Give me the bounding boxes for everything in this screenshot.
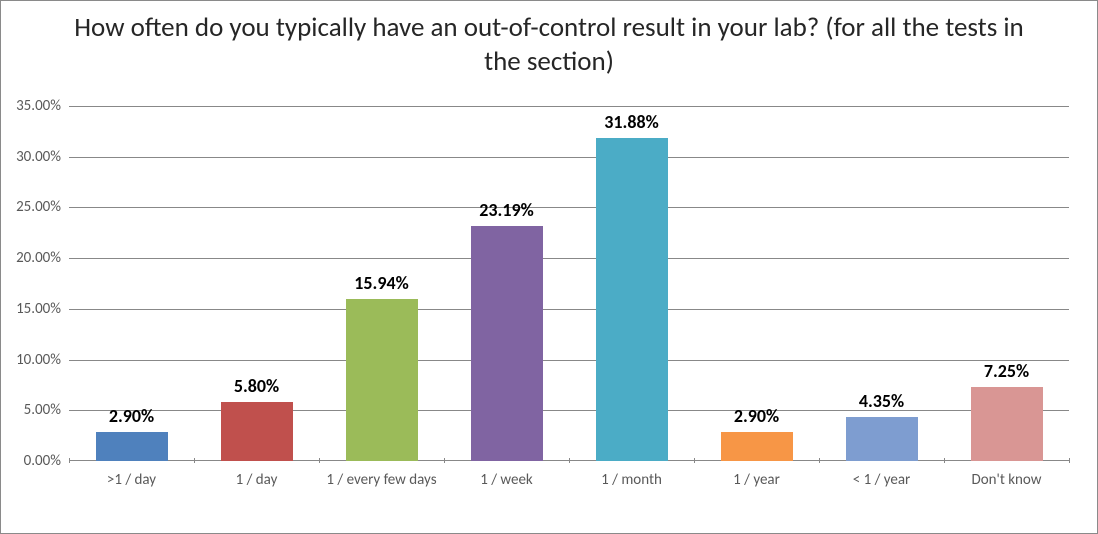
- x-tick: [194, 458, 195, 463]
- x-tick: [819, 458, 820, 463]
- bar-slot: 5.80%: [194, 106, 319, 461]
- bar-value-label: 2.90%: [734, 405, 779, 427]
- x-axis-labels: >1 / day1 / day1 / every few days1 / wee…: [69, 463, 1069, 523]
- bar: [721, 432, 793, 461]
- x-axis-label: 1 / day: [194, 471, 319, 489]
- x-axis-label: 1 / every few days: [319, 471, 444, 489]
- bars-row: 2.90% 5.80% 15.94% 23.19% 31.88% 2.90% 4.35% 7.…: [69, 106, 1069, 461]
- x-tick: [944, 458, 945, 463]
- bar: [971, 387, 1043, 461]
- y-tick-label: 30.00%: [5, 148, 61, 166]
- bar-slot: 7.25%: [944, 106, 1069, 461]
- bar: [846, 417, 918, 461]
- x-tick: [444, 458, 445, 463]
- x-tick: [694, 458, 695, 463]
- y-tick-label: 25.00%: [5, 198, 61, 216]
- x-tick: [69, 458, 70, 463]
- x-tick: [1069, 458, 1070, 463]
- x-axis-label: 1 / year: [694, 471, 819, 489]
- bar-slot: 31.88%: [569, 106, 694, 461]
- x-axis-label: >1 / day: [69, 471, 194, 489]
- x-axis-label: Don't know: [944, 471, 1069, 489]
- bar-value-label: 4.35%: [859, 390, 904, 412]
- y-tick-label: 0.00%: [5, 452, 61, 470]
- chart-title: How often do you typically have an out-o…: [1, 1, 1097, 79]
- bar-slot: 23.19%: [444, 106, 569, 461]
- x-axis-label: 1 / month: [569, 471, 694, 489]
- bar: [471, 226, 543, 461]
- bar-value-label: 31.88%: [604, 111, 658, 133]
- bar-value-label: 15.94%: [354, 272, 408, 294]
- bar-value-label: 23.19%: [479, 199, 533, 221]
- bar: [596, 138, 668, 461]
- bar-value-label: 2.90%: [109, 405, 154, 427]
- chart-container: How often do you typically have an out-o…: [0, 0, 1098, 534]
- y-tick-label: 15.00%: [5, 300, 61, 318]
- bar-value-label: 5.80%: [234, 375, 279, 397]
- x-tick: [319, 458, 320, 463]
- x-tick: [569, 458, 570, 463]
- y-tick-label: 35.00%: [5, 97, 61, 115]
- bar-value-label: 7.25%: [984, 360, 1029, 382]
- bar-slot: 15.94%: [319, 106, 444, 461]
- bar: [96, 432, 168, 461]
- bar-slot: 2.90%: [694, 106, 819, 461]
- bar: [346, 299, 418, 461]
- y-tick-label: 20.00%: [5, 249, 61, 267]
- bar-slot: 4.35%: [819, 106, 944, 461]
- x-axis-label: 1 / week: [444, 471, 569, 489]
- y-tick-label: 10.00%: [5, 351, 61, 369]
- bar-slot: 2.90%: [69, 106, 194, 461]
- x-axis-label: < 1 / year: [819, 471, 944, 489]
- plot-wrap: 0.00%5.00%10.00%15.00%20.00%25.00%30.00%…: [69, 106, 1069, 461]
- bar: [221, 402, 293, 461]
- y-tick-label: 5.00%: [5, 401, 61, 419]
